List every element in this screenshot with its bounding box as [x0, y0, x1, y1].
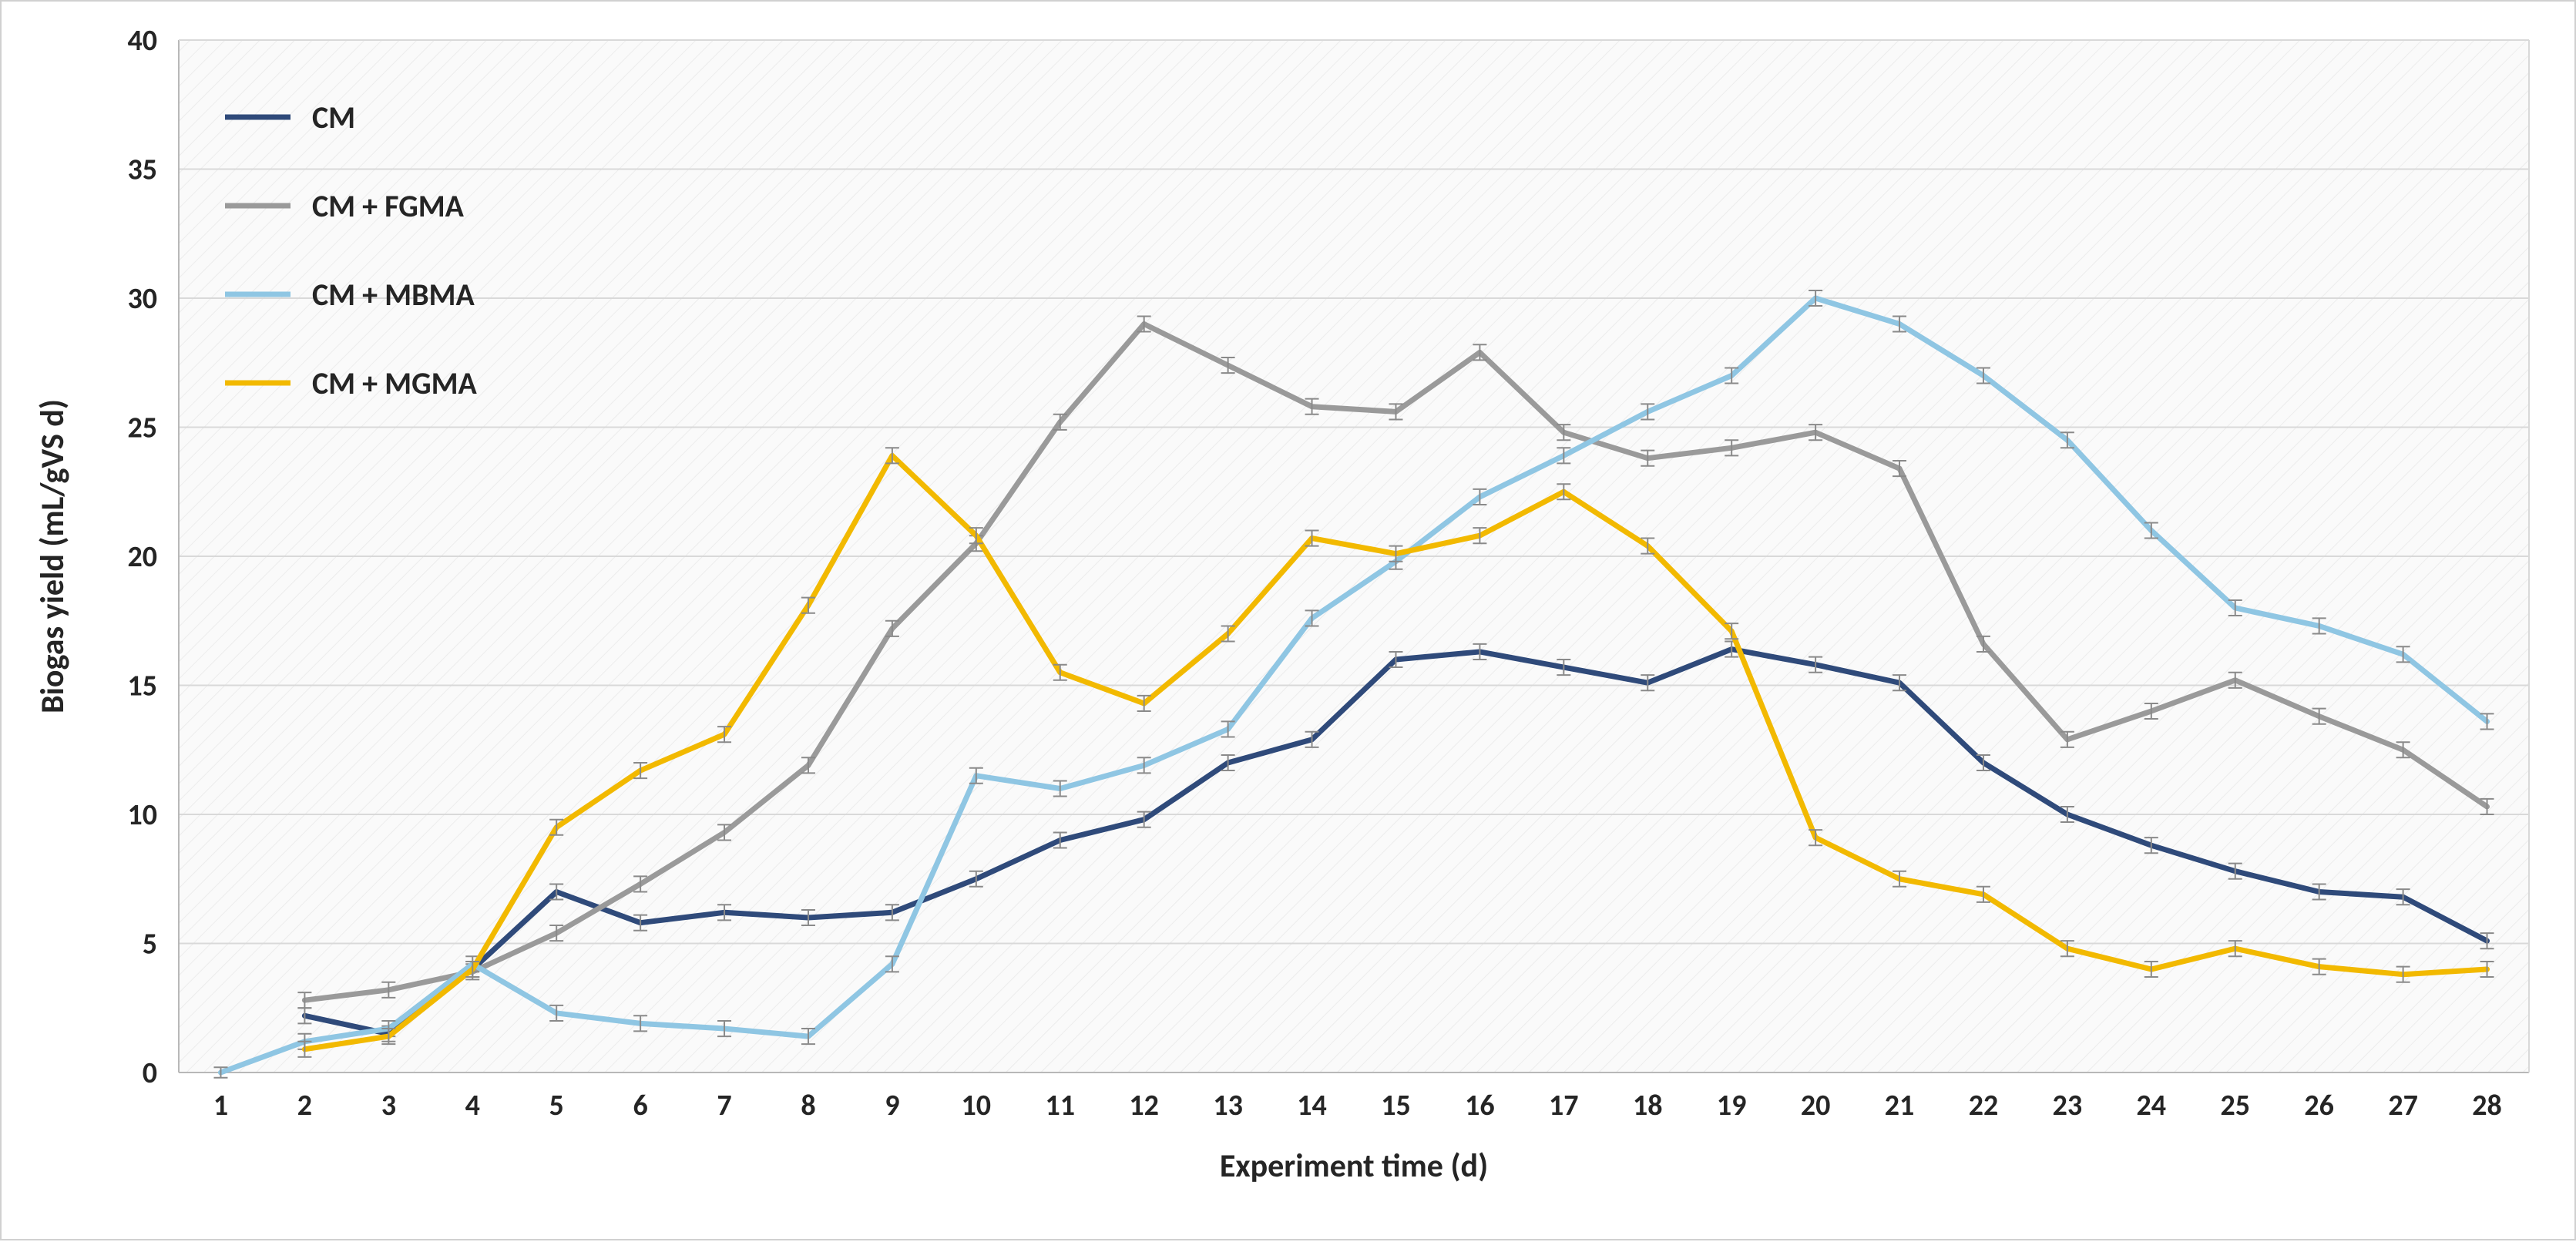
y-tick-label: 15 [127, 669, 157, 704]
x-tick-label: 19 [1717, 1088, 1747, 1123]
x-tick-label: 4 [465, 1088, 480, 1123]
x-tick-label: 6 [633, 1088, 647, 1123]
x-tick-label: 16 [1465, 1088, 1495, 1123]
x-tick-label: 26 [2304, 1088, 2334, 1123]
x-tick-label: 13 [1213, 1088, 1243, 1123]
legend-label: CM + FGMA [312, 187, 465, 225]
x-tick-label: 2 [297, 1088, 312, 1123]
legend-label: CM [312, 99, 355, 136]
y-axis-title: Biogas yield (mL/gVS d) [33, 399, 72, 713]
legend-label: CM + MGMA [312, 364, 478, 402]
x-tick-label: 7 [717, 1088, 731, 1123]
x-tick-label: 20 [1801, 1088, 1831, 1123]
y-tick-label: 10 [127, 797, 157, 833]
x-tick-label: 18 [1633, 1088, 1663, 1123]
y-tick-label: 20 [127, 539, 157, 575]
x-tick-label: 21 [1885, 1088, 1915, 1123]
x-tick-label: 23 [2053, 1088, 2083, 1123]
y-tick-label: 25 [127, 411, 157, 446]
x-axis-title: Experiment time (d) [1220, 1146, 1488, 1186]
x-tick-label: 5 [549, 1088, 564, 1123]
legend-label: CM + MBMA [312, 276, 475, 314]
x-tick-label: 1 [213, 1088, 228, 1123]
chart-container: 0510152025303540123456789101112131415161… [0, 0, 2576, 1240]
y-tick-label: 0 [143, 1056, 157, 1091]
x-tick-label: 8 [801, 1088, 815, 1123]
x-tick-label: 25 [2220, 1088, 2250, 1123]
y-tick-label: 5 [143, 927, 157, 962]
x-tick-label: 12 [1129, 1088, 1159, 1123]
y-tick-label: 30 [127, 281, 157, 317]
y-tick-label: 40 [127, 23, 157, 59]
line-chart: 0510152025303540123456789101112131415161… [2, 2, 2576, 1242]
x-tick-label: 11 [1045, 1088, 1075, 1123]
x-tick-label: 10 [962, 1088, 992, 1123]
x-tick-label: 22 [1969, 1088, 1999, 1123]
x-tick-label: 9 [885, 1088, 899, 1123]
x-tick-label: 14 [1297, 1088, 1327, 1123]
x-tick-label: 3 [381, 1088, 396, 1123]
x-tick-label: 24 [2137, 1088, 2167, 1123]
y-tick-label: 35 [127, 153, 157, 188]
x-tick-label: 27 [2388, 1088, 2418, 1123]
x-tick-label: 28 [2472, 1088, 2502, 1123]
x-tick-label: 15 [1381, 1088, 1411, 1123]
x-tick-label: 17 [1549, 1088, 1579, 1123]
